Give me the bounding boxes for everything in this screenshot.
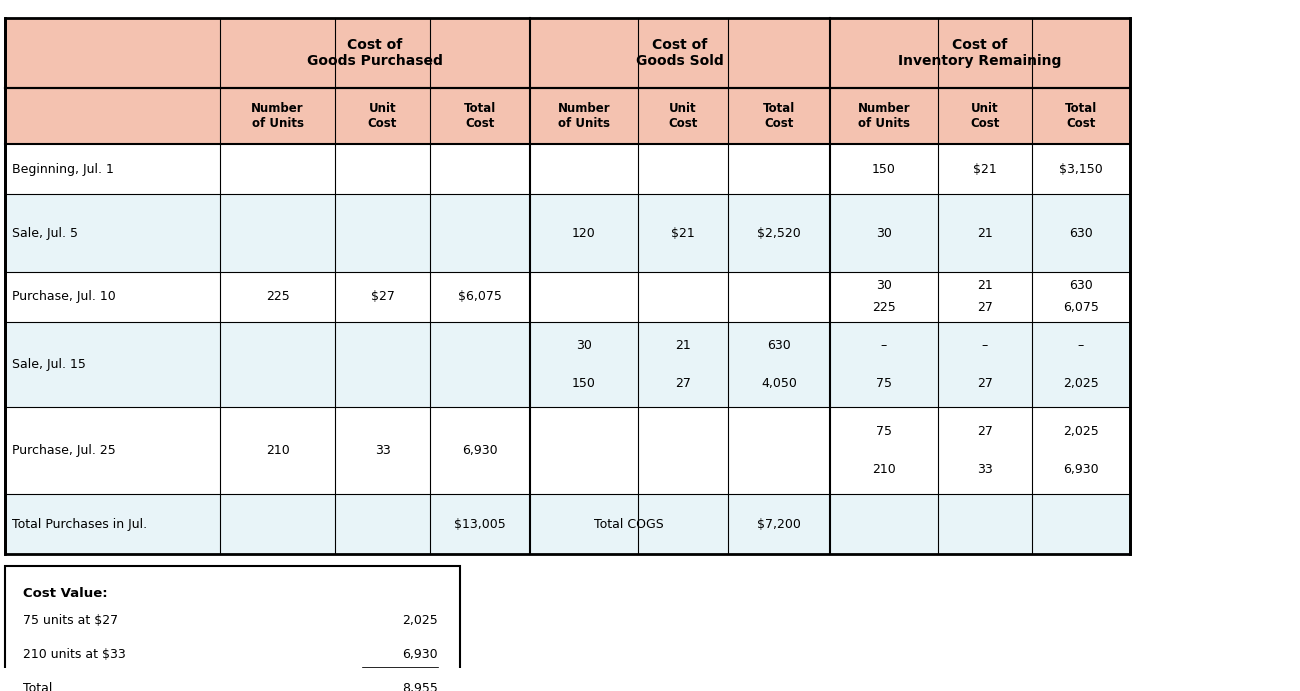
Text: Number
of Units: Number of Units <box>558 102 610 130</box>
Text: Purchase, Jul. 10: Purchase, Jul. 10 <box>12 290 116 303</box>
Text: 210: 210 <box>265 444 290 457</box>
Text: 75 units at $27: 75 units at $27 <box>23 614 118 627</box>
Text: $27: $27 <box>370 290 394 303</box>
Bar <box>5 407 1130 494</box>
Text: 27: 27 <box>978 301 993 314</box>
Text: 225: 225 <box>872 301 896 314</box>
Bar <box>5 322 1130 407</box>
Text: 8,955: 8,955 <box>402 682 438 691</box>
Text: 630: 630 <box>1069 279 1093 292</box>
Text: 150: 150 <box>872 163 896 176</box>
Text: 33: 33 <box>374 444 390 457</box>
Bar <box>5 88 1130 144</box>
Text: 6,930: 6,930 <box>403 648 438 661</box>
Text: $6,075: $6,075 <box>458 290 502 303</box>
Text: Total: Total <box>23 682 52 691</box>
Text: Total COGS: Total COGS <box>594 518 664 531</box>
Bar <box>5 494 1130 554</box>
Text: Unit
Cost: Unit Cost <box>368 102 398 130</box>
Text: Cost of
Inventory Remaining: Cost of Inventory Remaining <box>898 38 1062 68</box>
Text: Total Purchases in Jul.: Total Purchases in Jul. <box>12 518 147 531</box>
Text: $2,520: $2,520 <box>757 227 801 240</box>
Text: 120: 120 <box>572 227 595 240</box>
Text: 30: 30 <box>576 339 592 352</box>
Text: 75: 75 <box>876 377 892 390</box>
Text: Sale, Jul. 5: Sale, Jul. 5 <box>12 227 78 240</box>
Text: 21: 21 <box>675 339 690 352</box>
Text: 6,075: 6,075 <box>1063 301 1098 314</box>
Text: 2,025: 2,025 <box>1063 425 1098 438</box>
Text: 210: 210 <box>872 464 896 476</box>
Text: Total
Cost: Total Cost <box>1065 102 1097 130</box>
Text: 21: 21 <box>978 227 993 240</box>
Text: 630: 630 <box>767 339 790 352</box>
Text: $7,200: $7,200 <box>757 518 801 531</box>
Bar <box>5 19 1130 88</box>
Text: 33: 33 <box>978 464 993 476</box>
Text: 30: 30 <box>876 227 892 240</box>
Text: –: – <box>982 339 988 352</box>
Text: 75: 75 <box>876 425 892 438</box>
Text: –: – <box>1078 339 1084 352</box>
Text: Unit
Cost: Unit Cost <box>970 102 1000 130</box>
Text: 4,050: 4,050 <box>760 377 797 390</box>
Text: 2,025: 2,025 <box>402 614 438 627</box>
Text: Cost Value:: Cost Value: <box>23 587 108 600</box>
Text: Cost of
Goods Purchased: Cost of Goods Purchased <box>307 38 443 68</box>
Text: –: – <box>881 339 887 352</box>
Text: 27: 27 <box>978 377 993 390</box>
Text: 27: 27 <box>978 425 993 438</box>
Text: Sale, Jul. 15: Sale, Jul. 15 <box>12 358 86 371</box>
Text: 225: 225 <box>265 290 290 303</box>
Text: $21: $21 <box>671 227 696 240</box>
Text: 150: 150 <box>572 377 595 390</box>
Text: 27: 27 <box>675 377 690 390</box>
Text: 630: 630 <box>1069 227 1093 240</box>
Text: Total
Cost: Total Cost <box>464 102 497 130</box>
Text: 6,930: 6,930 <box>463 444 498 457</box>
Text: 6,930: 6,930 <box>1063 464 1098 476</box>
Bar <box>5 19 1130 554</box>
Bar <box>5 144 1130 194</box>
Text: Total
Cost: Total Cost <box>763 102 796 130</box>
Text: Unit
Cost: Unit Cost <box>668 102 698 130</box>
Text: Number
of Units: Number of Units <box>251 102 304 130</box>
Text: $3,150: $3,150 <box>1060 163 1102 176</box>
Bar <box>5 194 1130 272</box>
Text: Number
of Units: Number of Units <box>858 102 910 130</box>
Text: 21: 21 <box>978 279 993 292</box>
Text: 30: 30 <box>876 279 892 292</box>
Text: $21: $21 <box>974 163 997 176</box>
Text: Cost of
Goods Sold: Cost of Goods Sold <box>636 38 724 68</box>
Text: 2,025: 2,025 <box>1063 377 1098 390</box>
Text: 210 units at $33: 210 units at $33 <box>23 648 126 661</box>
Text: Beginning, Jul. 1: Beginning, Jul. 1 <box>12 163 114 176</box>
Bar <box>5 272 1130 322</box>
Text: Purchase, Jul. 25: Purchase, Jul. 25 <box>12 444 116 457</box>
Text: $13,005: $13,005 <box>454 518 506 531</box>
Bar <box>5 566 460 691</box>
